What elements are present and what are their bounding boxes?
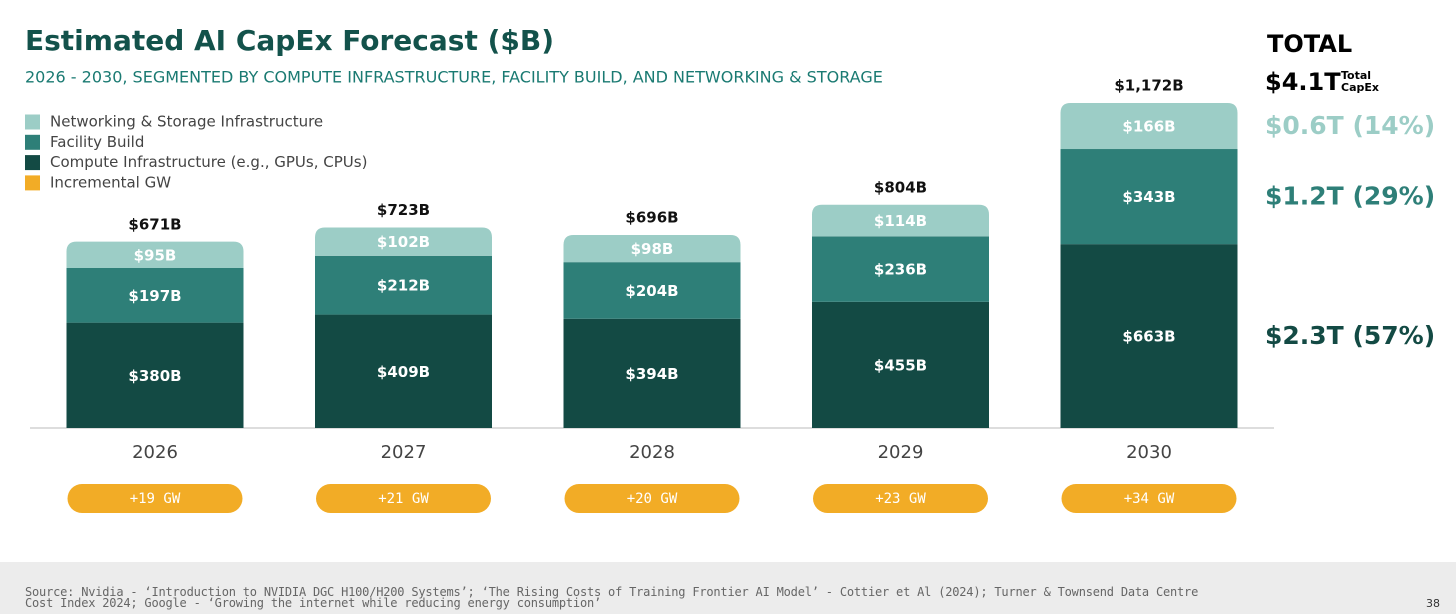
value-label: $204B: [625, 282, 678, 300]
value-label: $166B: [1122, 118, 1175, 136]
value-label: $455B: [874, 356, 927, 374]
x-tick-label: 2027: [381, 442, 427, 463]
value-label: $98B: [631, 240, 674, 258]
bar-segment: [315, 255, 492, 315]
bar-segment: [66, 267, 244, 323]
legend-label: Facility Build: [50, 133, 144, 151]
bar-segment: [812, 236, 989, 302]
bar-segment: [1060, 244, 1238, 428]
series-total: $0.6T (14%): [1265, 111, 1435, 140]
gw-label: +19 GW: [130, 491, 181, 507]
bar-segment: [1060, 149, 1238, 245]
x-tick-label: 2029: [878, 442, 924, 463]
bar-segment: [1060, 103, 1238, 150]
value-label: $95B: [134, 246, 177, 264]
legend-swatch: [25, 155, 40, 171]
bar-segment: [315, 227, 492, 256]
bar-segment: [812, 204, 989, 237]
summary-caption: Total CapEx: [1341, 69, 1379, 94]
gw-label: +23 GW: [875, 491, 926, 507]
legend-swatch: [25, 134, 40, 150]
legend-label: Compute Infrastructure (e.g., GPUs, CPUs…: [50, 153, 367, 171]
summary-title: TOTAL: [1267, 30, 1352, 58]
bar-segment: [563, 262, 741, 319]
value-label: $380B: [128, 367, 181, 385]
chart-title: Estimated AI CapEx Forecast ($B): [25, 24, 554, 57]
bar-segment: [315, 314, 492, 428]
x-tick-label: 2028: [629, 442, 675, 463]
gw-pill: [67, 484, 243, 513]
value-label: $343B: [1122, 188, 1175, 206]
value-label: $236B: [874, 261, 927, 279]
source-note: Source: Nvidia - ‘Introduction to NVIDIA…: [25, 585, 1199, 610]
value-label: $114B: [874, 212, 927, 230]
value-label: $663B: [1122, 328, 1175, 346]
value-label: $197B: [128, 287, 181, 305]
total-label: $671B: [128, 215, 181, 233]
bar-segment: [563, 234, 741, 263]
x-tick-label: 2026: [132, 442, 178, 463]
bar-segment: [812, 301, 989, 428]
gw-pill: [1061, 484, 1237, 513]
series-total: $2.3T (57%): [1265, 321, 1435, 350]
total-label: $723B: [377, 201, 430, 219]
gw-label: +34 GW: [1124, 491, 1175, 507]
gw-pill: [813, 484, 988, 513]
x-tick-label: 2030: [1126, 442, 1172, 463]
total-label: $804B: [874, 179, 927, 197]
value-label: $102B: [377, 233, 430, 251]
bar-segment: [66, 241, 244, 268]
summary-total: $4.1T: [1265, 68, 1341, 96]
gw-label: +21 GW: [378, 491, 429, 507]
series-total: $1.2T (29%): [1265, 182, 1435, 211]
gw-label: +20 GW: [627, 491, 678, 507]
bar-segment: [66, 322, 244, 428]
legend-label: Incremental GW: [50, 173, 171, 191]
total-label: $1,172B: [1114, 77, 1183, 95]
value-label: $212B: [377, 277, 430, 295]
value-label: $409B: [377, 363, 430, 381]
legend-swatch: [25, 175, 40, 191]
total-label: $696B: [625, 208, 678, 226]
value-label: $394B: [625, 365, 678, 383]
gw-pill: [316, 484, 491, 513]
legend-swatch: [25, 114, 40, 130]
footer-band: [0, 562, 1456, 614]
gw-pill: [564, 484, 740, 513]
chart-subtitle: 2026 - 2030, SEGMENTED BY COMPUTE INFRAS…: [25, 68, 883, 87]
bar-segment: [563, 318, 741, 428]
legend-label: Networking & Storage Infrastructure: [50, 113, 323, 131]
page-number: 38: [1426, 597, 1440, 610]
